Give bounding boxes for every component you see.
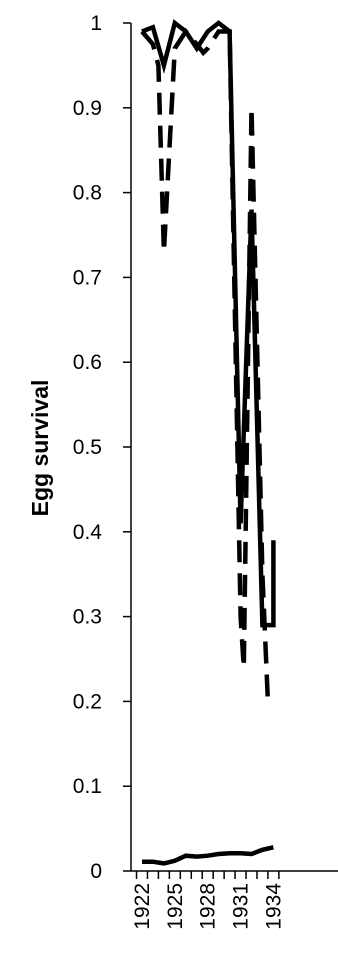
- x-tick-label: 1928: [197, 883, 220, 930]
- x-tick-label: 1925: [164, 883, 187, 930]
- x-tick-label: 1934: [262, 883, 285, 930]
- y-tick-label: 0.6: [73, 351, 102, 374]
- y-tick-label: 0.3: [73, 606, 102, 629]
- series-line-3: [142, 845, 274, 866]
- series-layer: [140, 19, 276, 866]
- y-tick-label: 0.5: [73, 436, 102, 459]
- y-axis: 0 0.1 0.2 0.3 0.4 0.5 0.6 0.7 0.8 0.9 1: [73, 12, 132, 883]
- y-tick-label: 0.9: [73, 97, 102, 120]
- x-axis: 1922 1925 1928 1931 1934: [131, 870, 338, 930]
- y-tick-label: 1: [90, 12, 102, 35]
- y-tick-label: 0.2: [73, 690, 102, 713]
- y-tick-label: 0: [90, 860, 102, 883]
- y-tick-label: 0.4: [73, 521, 103, 544]
- y-tick-label: 0.1: [73, 775, 102, 798]
- y-tick-label: 0.8: [73, 182, 102, 205]
- series-line-2: [140, 27, 274, 704]
- y-axis-title: Egg survival: [27, 380, 53, 517]
- y-tick-label: 0.7: [73, 266, 102, 289]
- x-tick-label: 1922: [131, 883, 154, 930]
- x-tick-label: 1931: [230, 883, 253, 930]
